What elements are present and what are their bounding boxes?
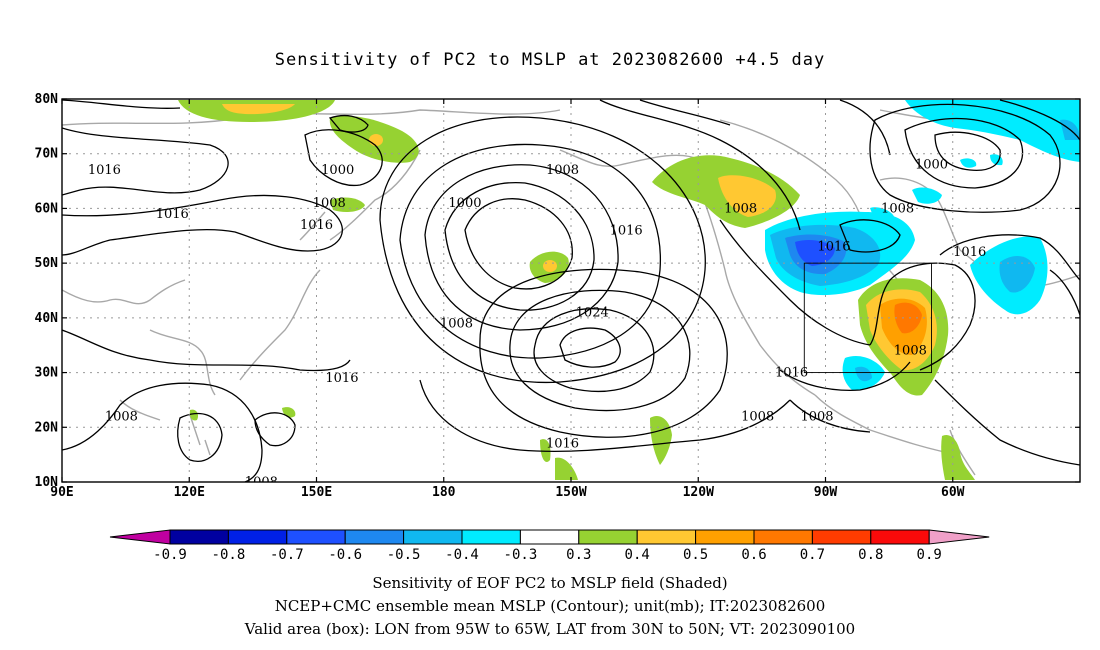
contour-label: 1008 xyxy=(440,316,473,331)
contour-label: 1016 xyxy=(610,223,643,238)
contour-label: 1008 xyxy=(105,409,138,424)
contour-label: 1008 xyxy=(313,196,346,211)
contour-label: 1024 xyxy=(576,305,609,320)
colorbar-label: -0.7 xyxy=(270,547,304,563)
lon-label: 90W xyxy=(814,485,838,500)
colorbar-label: 0.4 xyxy=(625,547,650,563)
contour-label: 1016 xyxy=(325,371,358,386)
colorbar-label: -0.4 xyxy=(445,547,479,563)
contour-label: 1008 xyxy=(724,201,757,216)
colorbar-label: -0.8 xyxy=(212,547,246,563)
colorbar-segment xyxy=(169,529,229,545)
contour-label: 1008 xyxy=(546,163,579,178)
lon-label: 120W xyxy=(683,485,714,500)
colorbar-segment xyxy=(227,529,288,545)
colorbar-high-arrow xyxy=(928,529,990,545)
lat-label: 50N xyxy=(35,256,59,271)
colorbar-label: 0.8 xyxy=(858,547,883,563)
contour-label: 1016 xyxy=(88,163,121,178)
colorbar-segment xyxy=(461,529,521,545)
lat-label: 40N xyxy=(35,311,59,326)
colorbar-segment xyxy=(753,529,813,545)
contour-label: 1008 xyxy=(245,475,278,490)
colorbar-label: 0.7 xyxy=(800,547,825,563)
valid-area-box xyxy=(803,262,932,374)
contour-label: 1000 xyxy=(448,196,481,211)
contour-label: 1008 xyxy=(881,201,914,216)
colorbar-segment xyxy=(870,529,930,545)
lat-label: 60N xyxy=(35,201,59,216)
contour-label: 1016 xyxy=(953,245,986,260)
contour-label: 1016 xyxy=(300,218,333,233)
colorbar-segment xyxy=(344,529,405,545)
colorbar-segment xyxy=(519,529,580,545)
colorbar-label: -0.6 xyxy=(328,547,362,563)
lat-label: 80N xyxy=(35,92,59,107)
contour-label: 1008 xyxy=(800,409,833,424)
lat-label: 70N xyxy=(35,147,59,162)
colorbar-label: 0.6 xyxy=(741,547,766,563)
colorbar-label: 0.9 xyxy=(917,547,942,563)
lat-label: 10N xyxy=(35,475,59,490)
lon-label: 90E xyxy=(50,485,73,500)
colorbar-segment xyxy=(286,529,346,545)
colorbar-segment xyxy=(811,529,872,545)
colorbar-label: -0.5 xyxy=(387,547,421,563)
lat-label: 20N xyxy=(35,420,59,435)
figure-title: Sensitivity of PC2 to MSLP at 2023082600… xyxy=(274,50,826,70)
contour-label: 1016 xyxy=(546,437,579,452)
colorbar-segment xyxy=(695,529,755,545)
lon-label: 180 xyxy=(432,485,456,500)
colorbar-segment xyxy=(578,529,638,545)
lon-label: 120E xyxy=(174,485,205,500)
contour-label: 1016 xyxy=(775,366,808,381)
colorbar-segment xyxy=(403,529,463,545)
lon-label: 150W xyxy=(555,485,586,500)
lon-label: 60W xyxy=(941,485,965,500)
mslp-contours xyxy=(62,99,1080,482)
lon-label: 150E xyxy=(301,485,332,500)
colorbar-label: 0.5 xyxy=(683,547,708,563)
contour-label: 1016 xyxy=(817,240,850,255)
caption-line-3: Valid area (box): LON from 95W to 65W, L… xyxy=(244,620,856,638)
sensitivity-shading xyxy=(178,100,1080,480)
contour-label: 1000 xyxy=(915,158,948,173)
contour-label-layer: 1016 1000 1008 1016 1016 1000 1008 1016 1024 1008… xyxy=(88,158,986,490)
contour-label: 1016 xyxy=(156,207,189,222)
contour-label: 1008 xyxy=(894,344,927,359)
colorbar-label: -0.3 xyxy=(504,547,538,563)
colorbar-label: 0.3 xyxy=(566,547,591,563)
colorbar-low-arrow xyxy=(109,529,171,545)
lat-label: 30N xyxy=(35,366,59,381)
contour-label: 1008 xyxy=(741,409,774,424)
contour-label: 1000 xyxy=(321,163,354,178)
caption-line-2: NCEP+CMC ensemble mean MSLP (Contour); u… xyxy=(274,597,826,615)
map-axes: 90E 120E 150E 180 150W 120W 90W 60W 80N 70N 60N 50N… xyxy=(35,92,1080,500)
colorbar-segment xyxy=(636,529,697,545)
colorbar-label: -0.9 xyxy=(153,547,187,563)
caption-line-1: Sensitivity of EOF PC2 to MSLP field (Sh… xyxy=(372,574,728,592)
colorbar: -0.9 -0.8 -0.7 -0.6 -0.5 -0.4 -0.3 0.3 0.4 0.5 0.6… xyxy=(109,529,990,563)
